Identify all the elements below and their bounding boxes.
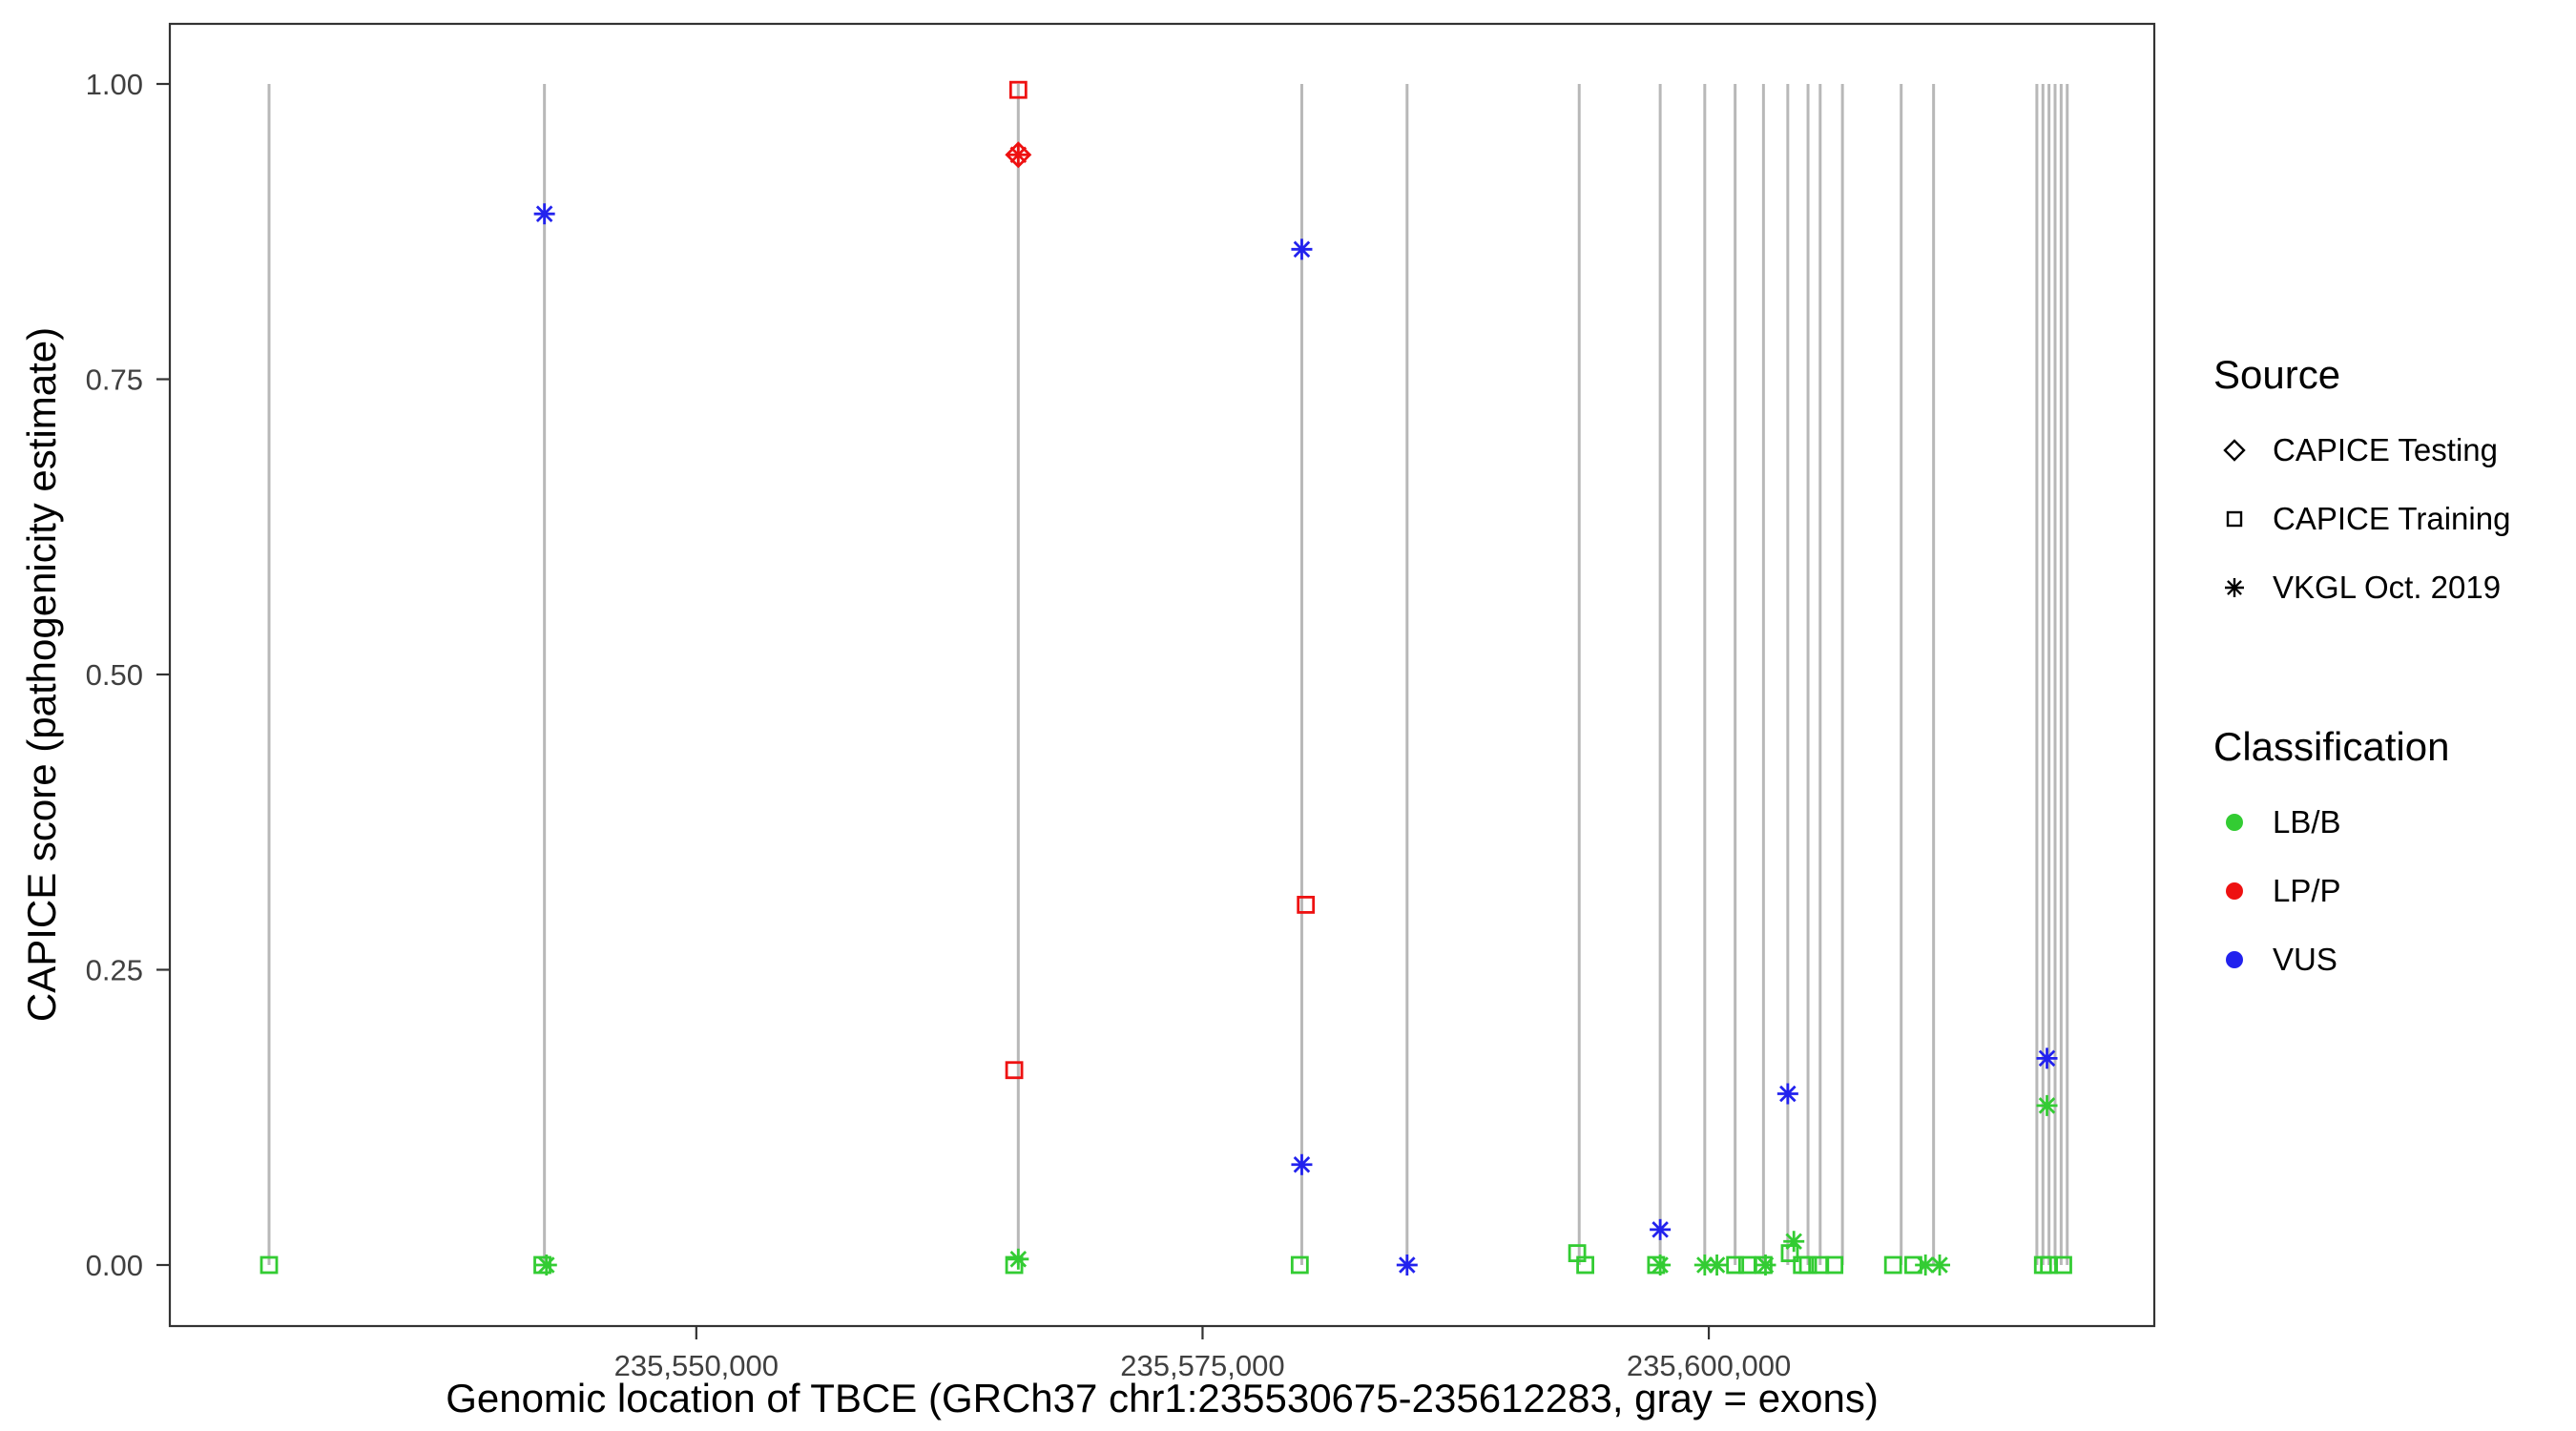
- diamond-point-icon: [1005, 141, 1032, 169]
- y-tick-label: 0.00: [86, 1249, 143, 1282]
- legend-classification-group: Classification LB/B LP/P VUS: [2213, 727, 2566, 994]
- legend-item-classification-2: VUS: [2213, 925, 2566, 994]
- asterisk-point-icon: [2036, 1094, 2058, 1116]
- data-points: [260, 80, 2072, 1275]
- square-icon: [2226, 510, 2243, 528]
- square-point-icon: [1008, 80, 1028, 99]
- asterisk-point-icon: [1396, 1255, 1418, 1275]
- square-point-icon: [1726, 1255, 1745, 1275]
- legend-item-source-1: CAPICE Training: [2213, 485, 2566, 553]
- x-tick-label: 235,550,000: [614, 1349, 779, 1382]
- x-axis-title: Genomic location of TBCE (GRCh37 chr1:23…: [446, 1376, 1879, 1421]
- asterisk-point-icon: [1755, 1255, 1776, 1275]
- legend-item-classification-1: LP/P: [2213, 857, 2566, 925]
- y-tick-label: 0.75: [86, 363, 143, 397]
- asterisk-point-icon: [1650, 1218, 1672, 1240]
- legend-item-source-0: CAPICE Testing: [2213, 416, 2566, 485]
- legend-source-items: CAPICE Testing CAPICE Training VKGL Oct. 2…: [2213, 416, 2566, 622]
- asterisk-point-icon: [1706, 1255, 1728, 1275]
- classification-dot-icon: [2226, 882, 2243, 900]
- asterisk-point-icon: [1008, 144, 1029, 166]
- x-tick-label: 235,575,000: [1120, 1349, 1284, 1382]
- asterisk-point-icon: [1783, 1231, 1805, 1253]
- legend-item-label: LB/B: [2273, 804, 2341, 840]
- square-point-icon: [1576, 1255, 1594, 1275]
- legend-item-source-2: VKGL Oct. 2019: [2213, 553, 2566, 622]
- classification-dot-icon: [2226, 951, 2243, 968]
- classification-dot-icon: [2226, 814, 2243, 831]
- y-tick-label: 1.00: [86, 68, 143, 101]
- asterisk-point-icon: [2036, 1047, 2058, 1069]
- legend-item-label: VKGL Oct. 2019: [2273, 570, 2502, 605]
- y-tick-label: 0.25: [86, 954, 143, 987]
- asterisk-point-icon: [535, 1255, 557, 1275]
- asterisk-point-icon: [1291, 1153, 1313, 1175]
- asterisk-point-icon: [1929, 1255, 1951, 1275]
- asterisk-icon: [2225, 578, 2244, 597]
- y-axis-title: CAPICE score (pathogenicity estimate): [19, 326, 64, 1023]
- legend-item-label: CAPICE Training: [2273, 501, 2511, 536]
- legend-classification-items: LB/B LP/P VUS: [2213, 788, 2566, 994]
- square-point-icon: [1005, 1061, 1024, 1080]
- diamond-icon: [2223, 439, 2246, 462]
- legend-item-label: CAPICE Testing: [2273, 432, 2498, 467]
- square-point-icon: [2054, 1255, 2072, 1275]
- asterisk-point-icon: [1776, 1083, 1798, 1105]
- asterisk-point-icon: [1008, 1248, 1029, 1270]
- legend: Source CAPICE Testing CAPICE Training VKGL…: [2213, 355, 2566, 994]
- square-point-icon: [1297, 896, 1316, 914]
- y-tick-label: 0.50: [86, 658, 143, 692]
- square-point-icon: [1825, 1255, 1844, 1275]
- legend-classification-title: Classification: [2213, 724, 2450, 769]
- square-point-icon: [260, 1255, 279, 1275]
- asterisk-point-icon: [1291, 238, 1313, 260]
- exon-lines: [267, 84, 2069, 1265]
- legend-source-group: Source CAPICE Testing CAPICE Training VKGL…: [2213, 355, 2566, 622]
- square-point-icon: [1290, 1255, 1309, 1275]
- asterisk-point-icon: [533, 203, 555, 225]
- legend-item-label: LP/P: [2273, 873, 2341, 908]
- square-point-icon: [1005, 1255, 1024, 1275]
- x-tick-label: 235,600,000: [1627, 1349, 1791, 1382]
- square-point-icon: [1798, 1255, 1818, 1275]
- legend-item-label: VUS: [2273, 942, 2337, 977]
- legend-item-classification-0: LB/B: [2213, 788, 2566, 857]
- panel-border: [168, 22, 2156, 1328]
- asterisk-point-icon: [1650, 1255, 1672, 1275]
- legend-source-title: Source: [2213, 352, 2341, 397]
- axis-ticks: 235,550,000 235,575,000 235,600,000 0.00 0.2…: [86, 68, 1792, 1382]
- square-point-icon: [1883, 1255, 1902, 1275]
- asterisk-point-icon: [1915, 1255, 1937, 1275]
